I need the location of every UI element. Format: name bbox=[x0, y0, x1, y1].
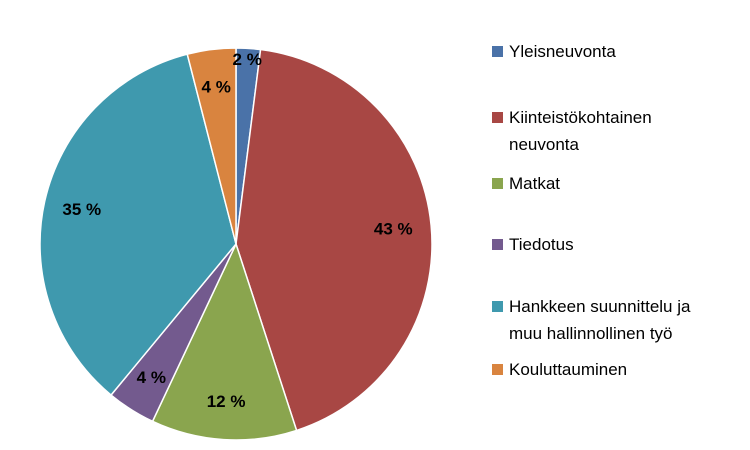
legend-label: Kouluttauminen bbox=[509, 360, 628, 379]
pie-data-labels: 2 % 43 % 12 % 4 % 35 % 4 % bbox=[62, 50, 412, 411]
legend-label: Tiedotus bbox=[509, 235, 574, 254]
data-label-matkat: 12 % bbox=[207, 392, 246, 411]
legend-item-tiedotus: Tiedotus bbox=[492, 231, 742, 258]
legend-label: Yleisneuvonta bbox=[509, 42, 616, 61]
pie-slice-kiinteistokohtainen-neuvonta bbox=[235, 48, 433, 432]
pie-slices bbox=[39, 47, 433, 441]
legend-item-matkat: Matkat bbox=[492, 170, 742, 197]
legend-swatch bbox=[492, 46, 503, 57]
data-label-kiinteistokohtainen-neuvonta: 43 % bbox=[374, 220, 413, 239]
legend-label: Kiinteistökohtainen neuvonta bbox=[509, 108, 652, 154]
legend-label: Matkat bbox=[509, 174, 561, 193]
legend-item-kiinteistokohtainen-neuvonta: Kiinteistökohtainen neuvonta bbox=[492, 104, 742, 158]
data-label-tiedotus: 4 % bbox=[137, 368, 166, 387]
legend-item-kouluttauminen: Kouluttauminen bbox=[492, 356, 742, 383]
legend-swatch bbox=[492, 239, 503, 250]
pie-slice-kouluttauminen bbox=[186, 47, 237, 245]
data-label-yleisneuvonta: 2 % bbox=[233, 50, 262, 69]
legend-item-hankkeen-suunnittelu-ja-muu-hallinnollinen-tyo: Hankkeen suunnittelu ja muu hallinnollin… bbox=[492, 293, 742, 347]
legend-item-yleisneuvonta: Yleisneuvonta bbox=[492, 38, 742, 65]
pie-slice-hankkeen-suunnittelu-ja-muu-hallinnollinen-tyo bbox=[39, 53, 237, 397]
legend-swatch bbox=[492, 364, 503, 375]
legend-label: Hankkeen suunnittelu ja muu hallinnollin… bbox=[509, 297, 691, 343]
data-label-kouluttauminen: 4 % bbox=[202, 78, 231, 97]
pie-slice-matkat bbox=[151, 241, 298, 441]
legend-swatch bbox=[492, 178, 503, 189]
data-label-hankkeen-suunnittelu-ja-muu-hallinnollinen-tyo: 35 % bbox=[62, 200, 101, 219]
legend-swatch bbox=[492, 112, 503, 123]
legend-swatch bbox=[492, 301, 503, 312]
